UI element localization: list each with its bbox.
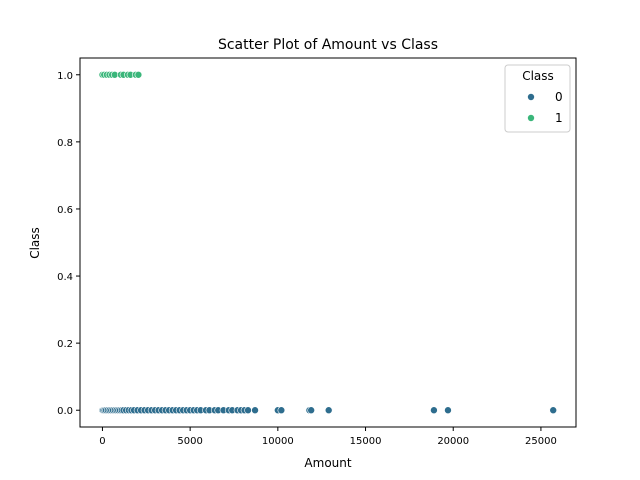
y-axis-label: Class [28, 227, 42, 259]
x-tick-label: 5000 [177, 436, 202, 447]
plot-area [79, 57, 577, 428]
y-tick-label: 0.0 [57, 406, 73, 417]
point-class-0-53 [324, 406, 333, 415]
y-tick-label: 0.2 [57, 339, 73, 350]
y-tick-label: 0.6 [57, 205, 73, 216]
y-axis-ticks: 0.0 0.2 0.4 0.6 0.8 1.0 [57, 71, 80, 417]
chart-title: Scatter Plot of Amount vs Class [218, 37, 438, 53]
point-class-0-54 [430, 406, 438, 415]
point-class-0-52 [307, 406, 315, 415]
point-class-1-11 [134, 70, 143, 79]
point-class-0-55 [444, 406, 452, 415]
x-axis-ticks: 0 5000 10000 15000 20000 25000 [99, 427, 557, 447]
legend-marker-0 [527, 93, 535, 101]
y-tick-label: 1.0 [57, 71, 73, 82]
x-axis-label: Amount [304, 456, 351, 470]
point-class-0-47 [244, 406, 252, 415]
x-tick-label: 25000 [525, 436, 557, 447]
legend-label-1: 1 [555, 111, 563, 125]
y-tick-label: 0.4 [57, 272, 73, 283]
legend: Class 0 1 [504, 64, 571, 133]
y-tick-label: 0.8 [57, 138, 73, 149]
data-points [98, 70, 558, 415]
x-tick-label: 20000 [437, 436, 469, 447]
x-tick-label: 10000 [262, 436, 294, 447]
legend-title: Class [522, 69, 554, 83]
point-class-0-48 [251, 406, 259, 415]
x-tick-label: 0 [99, 436, 105, 447]
legend-box [504, 64, 571, 133]
point-class-0-50 [277, 406, 286, 415]
legend-label-0: 0 [555, 90, 563, 104]
legend-marker-1 [527, 114, 535, 122]
point-class-0-56 [549, 406, 558, 415]
x-tick-label: 15000 [350, 436, 382, 447]
